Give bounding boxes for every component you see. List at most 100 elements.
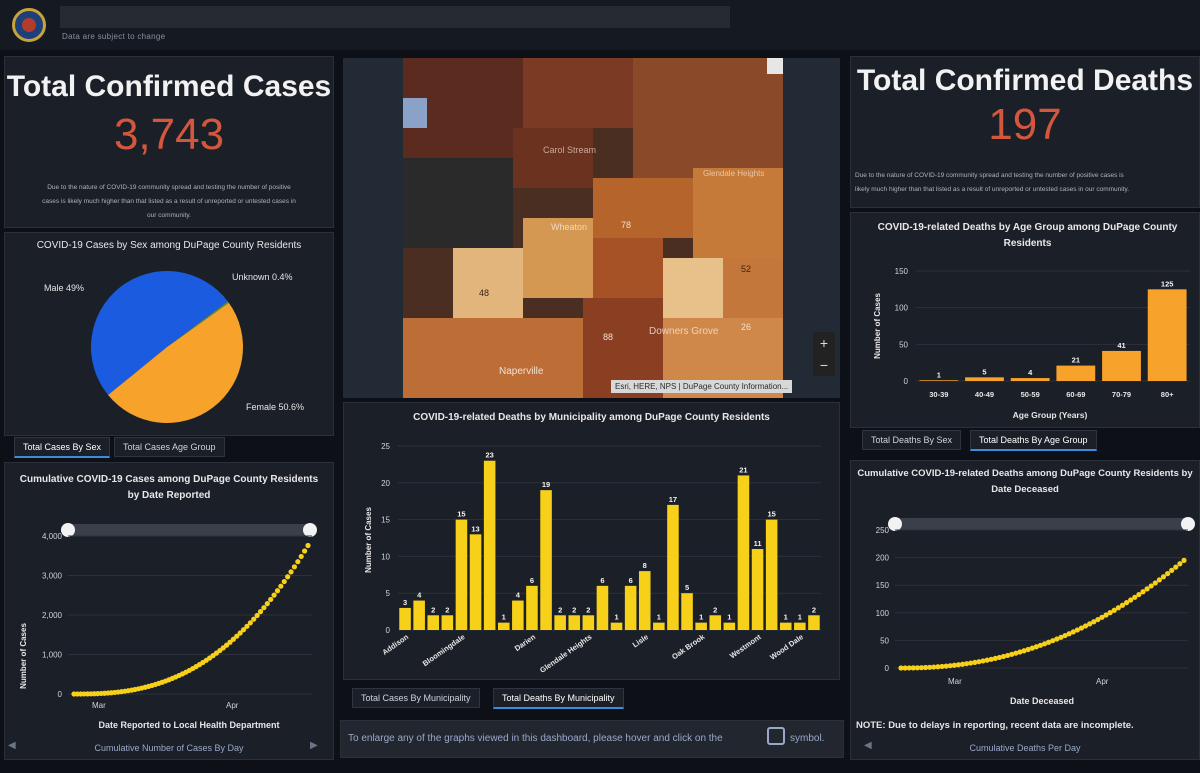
deaths-range-slider-end-handle[interactable] <box>1181 517 1195 531</box>
municipality-bar[interactable] <box>808 615 820 630</box>
municipality-bar[interactable] <box>695 622 707 630</box>
municipality-bar[interactable] <box>526 585 538 630</box>
carousel-next-icon[interactable]: ▶ <box>310 740 318 751</box>
y-tick-label: 5 <box>386 589 391 598</box>
cases-ylabel: Number of Cases <box>19 623 28 689</box>
municipality-bar[interactable] <box>794 622 806 630</box>
age-bar[interactable] <box>1056 365 1096 381</box>
data-point <box>1156 577 1162 583</box>
cumulative-cases-chart[interactable]: 0 1,000 2,000 3,000 4,000 Mar Apr Date Repor… <box>4 516 334 738</box>
municipality-bar[interactable] <box>610 622 623 630</box>
municipality-bar[interactable] <box>723 622 736 630</box>
municipality-bar[interactable] <box>413 600 425 630</box>
sex-pie-chart[interactable]: Male 49% Unknown 0.4% Female 50.6% <box>4 255 334 435</box>
municipality-bar[interactable] <box>681 593 693 630</box>
data-point <box>1132 594 1138 600</box>
sex-chart-title: COVID-19 Cases by Sex among DuPage Count… <box>36 240 302 251</box>
municipality-bar[interactable] <box>554 615 566 630</box>
pie-slice-unknown[interactable] <box>167 301 229 347</box>
municipality-bar[interactable] <box>483 460 496 630</box>
age-bar[interactable] <box>1102 350 1141 381</box>
tab-total-deaths-by-age-group[interactable]: Total Deaths By Age Group <box>970 430 1097 451</box>
bar-value-label: 1 <box>502 613 506 622</box>
map-label-carol-stream: Carol Stream <box>543 145 596 155</box>
municipality-bar[interactable] <box>441 615 454 630</box>
data-point <box>1136 591 1142 598</box>
data-point <box>1025 646 1031 653</box>
municipality-bar[interactable] <box>667 504 679 630</box>
age-bar[interactable] <box>919 380 959 381</box>
pie-slice-female[interactable] <box>90 270 228 396</box>
carousel-prev-icon[interactable]: ◀ <box>8 740 16 751</box>
municipality-bar[interactable] <box>540 490 552 630</box>
data-point <box>1000 653 1007 660</box>
pie-slice-male[interactable] <box>108 302 243 423</box>
age-bar[interactable] <box>1010 378 1050 381</box>
data-point <box>1005 652 1011 659</box>
municipality-bar[interactable] <box>737 475 750 630</box>
municipality-bar[interactable] <box>596 585 609 630</box>
data-point <box>251 616 257 622</box>
municipality-bar[interactable] <box>469 534 482 630</box>
municipality-bar[interactable] <box>709 615 722 630</box>
age-xlabel: Age Group (Years) <box>1013 410 1088 420</box>
cumulative-deaths-panel <box>850 460 1200 760</box>
y-tick-label: 200 <box>876 554 890 563</box>
data-point <box>1013 650 1019 656</box>
data-point <box>1173 564 1179 570</box>
municipality-bar[interactable] <box>427 615 440 630</box>
data-point <box>1046 639 1052 645</box>
age-ylabel: Number of Cases <box>873 293 882 359</box>
map-zoom-out-button[interactable]: − <box>813 354 835 376</box>
bar-value-label: 1 <box>614 613 618 622</box>
data-point <box>1099 614 1105 620</box>
cases-line-points <box>71 542 311 697</box>
y-tick-label: 150 <box>876 581 890 590</box>
age-bar[interactable] <box>965 377 1004 381</box>
data-point <box>302 548 308 554</box>
range-slider-start-handle[interactable] <box>61 523 75 537</box>
map-attribution[interactable]: Esri, HERE, NPS | DuPage County Informat… <box>611 380 793 393</box>
age-bar-chart[interactable]: 0 50 100 150 1 5 4 21 41 125 30-39 40-49 50-59 60-6… <box>850 256 1200 426</box>
municipality-ylabel: Number of Cases <box>364 507 373 573</box>
bar-value-label: 2 <box>713 605 717 614</box>
dupage-county-map[interactable]: Carol Stream Wheaton Glendale Heights 48… <box>343 58 840 398</box>
municipality-bar[interactable] <box>765 519 778 630</box>
tab-total-deaths-by-municipality[interactable]: Total Deaths By Municipality <box>493 688 624 709</box>
data-point <box>1033 644 1039 650</box>
municipality-bar[interactable] <box>653 622 665 630</box>
bar-value-label: 4 <box>516 591 521 600</box>
deaths-range-slider-start-handle[interactable] <box>888 517 902 531</box>
municipality-bar[interactable] <box>455 519 468 630</box>
municipality-bar[interactable] <box>497 622 510 630</box>
municipality-bar[interactable] <box>624 585 637 630</box>
range-slider-end-handle[interactable] <box>303 523 317 537</box>
municipality-bar[interactable] <box>751 549 764 630</box>
data-point <box>976 659 982 665</box>
data-point <box>1095 616 1101 623</box>
cumulative-deaths-chart[interactable]: 0 50 100 150 200 250 Mar Apr Date Deceased <box>850 512 1200 712</box>
bar-value-label: 41 <box>1117 341 1125 350</box>
map-zoom-in-button[interactable]: + <box>813 332 835 354</box>
bar-value-label: 2 <box>558 605 562 614</box>
tab-total-cases-by-municipality[interactable]: Total Cases By Municipality <box>352 688 480 708</box>
municipality-bar[interactable] <box>399 607 411 630</box>
municipality-bar[interactable] <box>568 615 581 630</box>
tab-total-deaths-by-sex[interactable]: Total Deaths By Sex <box>862 430 962 450</box>
municipality-bar[interactable] <box>638 571 651 630</box>
tab-total-cases-age-group[interactable]: Total Cases Age Group <box>114 437 225 457</box>
municipality-bar[interactable] <box>512 600 524 630</box>
data-point <box>951 662 957 668</box>
bar-value-label: 15 <box>457 510 465 519</box>
total-cases-value: 3,743 <box>113 110 225 159</box>
tab-total-cases-by-sex[interactable]: Total Cases By Sex <box>14 437 111 458</box>
age-bar[interactable] <box>1147 289 1187 381</box>
x-tick-label: Glendale Heights <box>538 632 593 675</box>
municipality-bar[interactable] <box>779 622 792 630</box>
municipality-bar[interactable] <box>582 615 595 630</box>
deaths-carousel-prev-icon[interactable]: ◀ <box>864 740 872 751</box>
x-tick-label: 70-79 <box>1112 390 1131 399</box>
data-point <box>278 583 284 589</box>
enlarge-hint-panel <box>340 720 844 758</box>
